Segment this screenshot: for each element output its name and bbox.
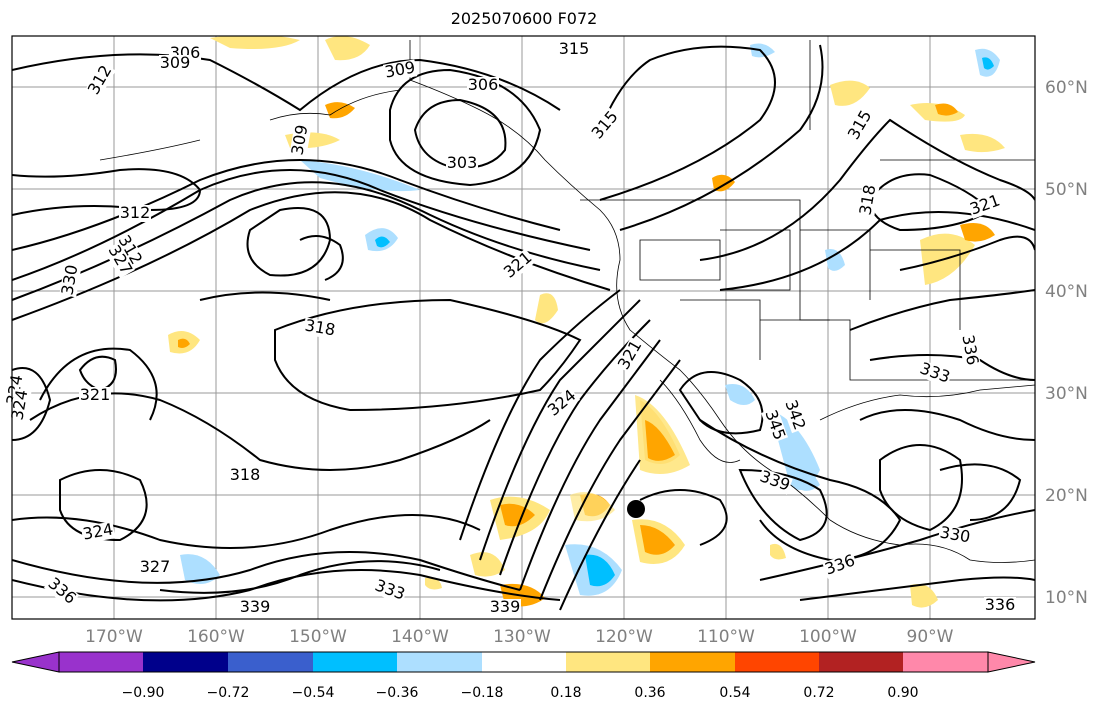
lon-label: 170°W bbox=[85, 627, 143, 647]
contour-label-bg bbox=[79, 387, 111, 404]
colorbar-swatch bbox=[566, 652, 650, 672]
contour-label-bg bbox=[119, 205, 151, 222]
colorbar-swatch bbox=[735, 652, 819, 672]
lon-label: 90°W bbox=[907, 627, 954, 647]
latitude-labels: 60°N 50°N 40°N 30°N 20°N 10°N bbox=[1045, 78, 1088, 608]
map-title: 2025070600 F072 bbox=[450, 9, 598, 28]
contour-label-bg bbox=[984, 597, 1016, 614]
contour-label: 336 bbox=[985, 595, 1016, 614]
colorbar-swatch bbox=[228, 652, 313, 672]
contour-label-bg bbox=[781, 397, 808, 434]
colorbar-tick: 0.18 bbox=[550, 685, 581, 701]
longitude-labels: 170°W 160°W 150°W 140°W 130°W 120°W 110°… bbox=[85, 627, 954, 647]
contour-label: 327 bbox=[140, 557, 171, 576]
contour-label-bg bbox=[229, 467, 261, 484]
colorbar-tick: 0.90 bbox=[887, 685, 918, 701]
contour-label-bg bbox=[239, 599, 271, 616]
contour-label-bg bbox=[9, 387, 32, 423]
contour-label: 306 bbox=[468, 75, 499, 94]
lon-label: 110°W bbox=[697, 627, 755, 647]
contour-label: 321 bbox=[80, 385, 111, 404]
colorbar-extend-right bbox=[987, 651, 1036, 673]
lat-label: 40°N bbox=[1045, 282, 1088, 302]
contour-label: 339 bbox=[490, 597, 521, 616]
colorbar-swatch bbox=[313, 652, 397, 672]
contour-label-bg bbox=[114, 232, 145, 269]
contour-label-bg bbox=[756, 468, 793, 495]
colorbar-swatch bbox=[397, 652, 482, 672]
lon-label: 130°W bbox=[493, 627, 551, 647]
contour-label-bg bbox=[857, 182, 880, 218]
contour-label: 312 bbox=[120, 203, 151, 222]
contour-label-bg bbox=[822, 552, 859, 579]
lon-label: 150°W bbox=[289, 627, 347, 647]
plot-frame bbox=[11, 35, 1036, 620]
contour-label-bg bbox=[59, 262, 82, 298]
contour-label-bg bbox=[43, 574, 80, 609]
contour-label-bg bbox=[302, 317, 338, 340]
contour-label-bg bbox=[845, 107, 876, 144]
lon-label: 160°W bbox=[187, 627, 245, 647]
contour-label-bg bbox=[382, 59, 418, 82]
contour-label-bg bbox=[467, 77, 499, 94]
lon-label: 120°W bbox=[595, 627, 653, 647]
contour-label-bg bbox=[159, 55, 191, 72]
colorbar-tick: 0.72 bbox=[803, 685, 834, 701]
lon-label: 100°W bbox=[799, 627, 857, 647]
colorbar-tick: −0.72 bbox=[207, 685, 250, 701]
contour-label-bg bbox=[446, 155, 478, 172]
lat-label: 60°N bbox=[1045, 78, 1088, 98]
contour-label-bg bbox=[289, 122, 312, 158]
colorbar bbox=[11, 651, 1036, 673]
contour-label-bg bbox=[937, 524, 973, 547]
contour-label: 309 bbox=[160, 53, 191, 72]
contour-label-bg bbox=[104, 242, 135, 279]
contour-label: 303 bbox=[447, 153, 478, 172]
contour-label-bg bbox=[916, 360, 953, 387]
storm-center-dot bbox=[627, 500, 645, 518]
colorbar-tick: −0.18 bbox=[461, 685, 504, 701]
lat-label: 50°N bbox=[1045, 180, 1088, 200]
lon-label: 140°W bbox=[391, 627, 449, 647]
contour-label: 315 bbox=[559, 39, 590, 58]
colorbar-swatch bbox=[482, 652, 566, 672]
colorbar-swatch bbox=[650, 652, 735, 672]
contour-label: 339 bbox=[240, 597, 271, 616]
lat-label: 20°N bbox=[1045, 486, 1088, 506]
contour-label-bg bbox=[615, 337, 646, 374]
contour-label-bg bbox=[80, 521, 116, 544]
contour-label-bg bbox=[371, 577, 408, 604]
colorbar-tick: −0.36 bbox=[376, 685, 419, 701]
contour-label-bg bbox=[85, 62, 116, 99]
colorbar-swatch bbox=[819, 652, 903, 672]
colorbar-tick: 0.36 bbox=[634, 685, 665, 701]
contour-label-bg bbox=[500, 248, 537, 283]
colorbar-tick: −0.90 bbox=[122, 685, 165, 701]
colorbar-ticks: −0.90 −0.72 −0.54 −0.36 −0.18 0.18 0.36 … bbox=[122, 685, 919, 701]
colorbar-extend-left bbox=[11, 651, 60, 673]
colorbar-swatch bbox=[143, 652, 228, 672]
contour-label-bg bbox=[558, 41, 590, 58]
contour-label-bg bbox=[139, 559, 171, 576]
colorbar-swatch bbox=[903, 652, 988, 672]
contour-label-bg bbox=[761, 407, 788, 444]
contours bbox=[12, 44, 1035, 611]
contour-label-bg bbox=[958, 332, 981, 368]
contour-label-bg bbox=[544, 386, 581, 421]
colorbar-frame bbox=[58, 651, 989, 673]
colorbar-tick: 0.54 bbox=[719, 685, 750, 701]
colorbar-swatch bbox=[59, 652, 143, 672]
contour-label-bg bbox=[588, 107, 623, 144]
colorbar-tick: −0.54 bbox=[292, 685, 335, 701]
contour-label-bg bbox=[967, 192, 1004, 219]
contour-label-bg bbox=[489, 599, 521, 616]
lat-label: 30°N bbox=[1045, 384, 1088, 404]
lat-label: 10°N bbox=[1045, 588, 1088, 608]
contour-label: 318 bbox=[230, 465, 261, 484]
